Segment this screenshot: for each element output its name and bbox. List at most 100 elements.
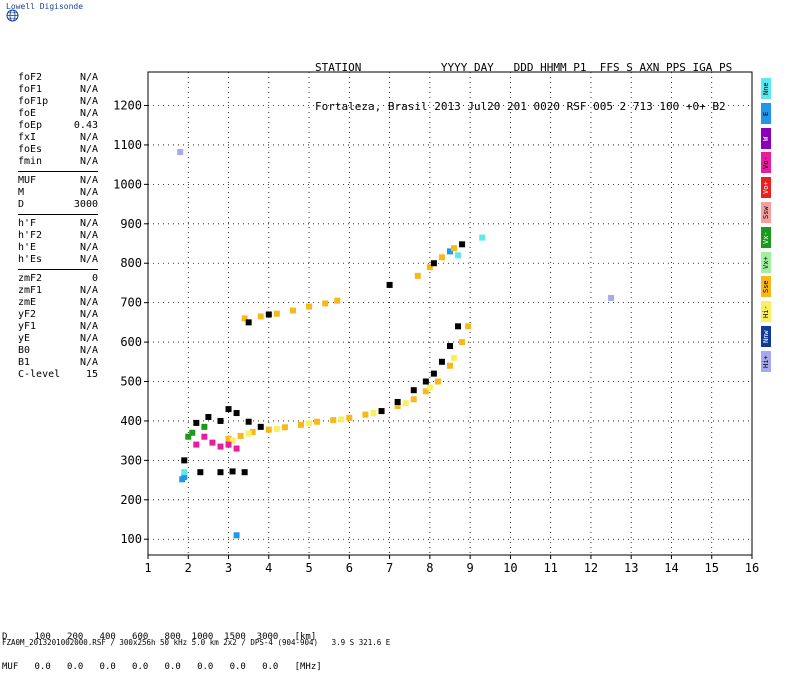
y-tick-label: 700: [120, 296, 142, 310]
trace-point-vo-: [193, 441, 200, 448]
trace-point-nnw: [245, 418, 252, 425]
trace-point-nnw: [422, 378, 429, 385]
param-name: foE: [18, 108, 37, 119]
trace-point-vo-: [233, 445, 240, 452]
trace-point-vo-: [209, 439, 216, 446]
param-row: fxI N/A: [18, 132, 98, 144]
param-name: h'F: [18, 218, 37, 229]
param-name: foEs: [18, 144, 43, 155]
param-row: h'E N/A: [18, 242, 98, 254]
x-tick-label: 5: [305, 561, 312, 575]
x-tick-label: 12: [584, 561, 598, 575]
trace-point-hi-: [273, 425, 280, 432]
trace-point-f2-echo: [451, 245, 458, 252]
y-tick-label: 100: [120, 532, 142, 546]
y-tick-label: 1100: [113, 138, 142, 152]
trace-point-sse: [422, 388, 429, 395]
trace-point-hi-: [451, 354, 458, 361]
muf-row: MUF 0.0 0.0 0.0 0.0 0.0 0.0 0.0 0.0 [MHz…: [2, 662, 322, 672]
trace-point-sse: [225, 435, 232, 442]
polarization-legend: Nne E W Vo- Vo+ Ssw Vx- Vx+ Sse Hi- Nnw Hi+: [761, 78, 771, 376]
param-row: fmin N/A: [18, 156, 98, 168]
legend-swatch-nne: Nne: [761, 78, 771, 99]
legend-swatch-ssw: Ssw: [761, 201, 771, 223]
param-name: C-level: [18, 369, 61, 380]
trace-point-sse: [394, 402, 401, 409]
x-tick-label: 2: [185, 561, 192, 575]
trace-point-hi-: [402, 400, 409, 407]
param-name: h'F2: [18, 230, 43, 241]
trace-point-f2-echo: [426, 264, 433, 271]
param-row: C-level 15: [18, 369, 98, 381]
param-value: 3000: [73, 199, 98, 210]
trace-point-sse: [330, 417, 337, 424]
legend-label: Vx+: [762, 255, 770, 269]
param-name: zmF1: [18, 285, 43, 296]
trace-point-hi-: [306, 420, 313, 427]
param-row: h'F2 N/A: [18, 230, 98, 242]
param-value: N/A: [79, 187, 98, 198]
x-tick-label: 13: [624, 561, 638, 575]
param-name: foF1p: [18, 96, 49, 107]
trace-point-nnw: [217, 469, 224, 476]
trace-point-sse: [410, 396, 417, 403]
y-tick-label: 1000: [113, 177, 142, 191]
param-row: B0 N/A: [18, 345, 98, 357]
param-separator: [18, 214, 98, 215]
trace-point-sse: [265, 426, 272, 433]
trace-point-sse: [459, 339, 466, 346]
x-tick-label: 6: [346, 561, 353, 575]
y-tick-label: 600: [120, 335, 142, 349]
trace-point-vo-: [201, 433, 208, 440]
globe-icon: [6, 9, 19, 22]
trace-point-vo-: [225, 441, 232, 448]
legend-swatch-vo: Vo-: [761, 152, 771, 174]
x-tick-label: 8: [426, 561, 433, 575]
param-row: h'F N/A: [18, 218, 98, 230]
x-tick-label: 10: [503, 561, 517, 575]
trace-point-sse: [298, 421, 305, 428]
param-value: N/A: [79, 254, 98, 265]
trace-point-nnw: [378, 408, 385, 415]
trace-point-nnw: [205, 414, 212, 420]
param-value: N/A: [79, 132, 98, 143]
trace-point-f2-echo: [322, 300, 329, 307]
param-name: B1: [18, 357, 31, 368]
x-tick-label: 1: [144, 561, 151, 575]
legend-swatch-hi: Hi+: [761, 350, 771, 372]
trace-point-vx-: [189, 429, 196, 436]
param-value: 15: [85, 369, 98, 380]
trace-point-f2-echo-dark: [245, 319, 252, 326]
legend-swatch-vo: Vo+: [761, 177, 771, 199]
trace-point-nnw: [430, 370, 437, 377]
param-name: h'Es: [18, 254, 43, 265]
trace-point-nnw: [438, 358, 445, 365]
trace-point-e: [447, 248, 453, 255]
param-row: zmF2 0: [18, 273, 98, 285]
legend-swatch-hi: Hi-: [761, 301, 771, 323]
trace-point-nnw: [410, 387, 417, 394]
param-separator: [18, 269, 98, 270]
param-value: N/A: [79, 345, 98, 356]
trace-point-nnw: [447, 343, 453, 350]
param-row: MUF N/A: [18, 175, 98, 187]
ionogram-chart: 1 2 3 4 5 6 7 8 9 10 11 12 13 14 15 1610020030040050060…: [113, 71, 759, 575]
param-value: N/A: [79, 108, 98, 119]
plot-frame: [147, 71, 753, 556]
trace-point-f2-echo-dark: [265, 311, 272, 318]
legend-label: Hi+: [762, 354, 770, 368]
param-name: foF2: [18, 72, 43, 83]
trace-point-nnw: [225, 406, 232, 413]
trace-point-f2-echo: [334, 297, 341, 304]
trace-point-f2-echo: [289, 307, 296, 314]
trace-point-hi-: [229, 437, 236, 444]
y-tick-label: 400: [120, 414, 142, 428]
trace-point-f2-echo-dark: [386, 281, 393, 288]
y-tick-label: 200: [120, 493, 142, 507]
trace-point-hi-: [177, 149, 184, 156]
param-value: N/A: [79, 285, 98, 296]
param-value: N/A: [79, 156, 98, 167]
trace-point-nne: [181, 469, 188, 476]
trace-point-hi-: [608, 294, 615, 301]
param-row: yF2 N/A: [18, 309, 98, 321]
